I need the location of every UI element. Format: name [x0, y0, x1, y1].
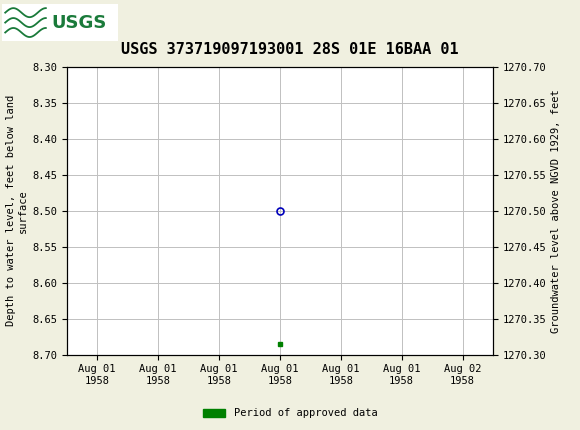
Legend: Period of approved data: Period of approved data	[198, 404, 382, 423]
Y-axis label: Depth to water level, feet below land
surface: Depth to water level, feet below land su…	[6, 95, 28, 326]
Bar	[2, 4, 118, 41]
Y-axis label: Groundwater level above NGVD 1929, feet: Groundwater level above NGVD 1929, feet	[550, 89, 561, 332]
Text: USGS: USGS	[52, 14, 107, 31]
Text: USGS 373719097193001 28S 01E 16BAA 01: USGS 373719097193001 28S 01E 16BAA 01	[121, 42, 459, 57]
